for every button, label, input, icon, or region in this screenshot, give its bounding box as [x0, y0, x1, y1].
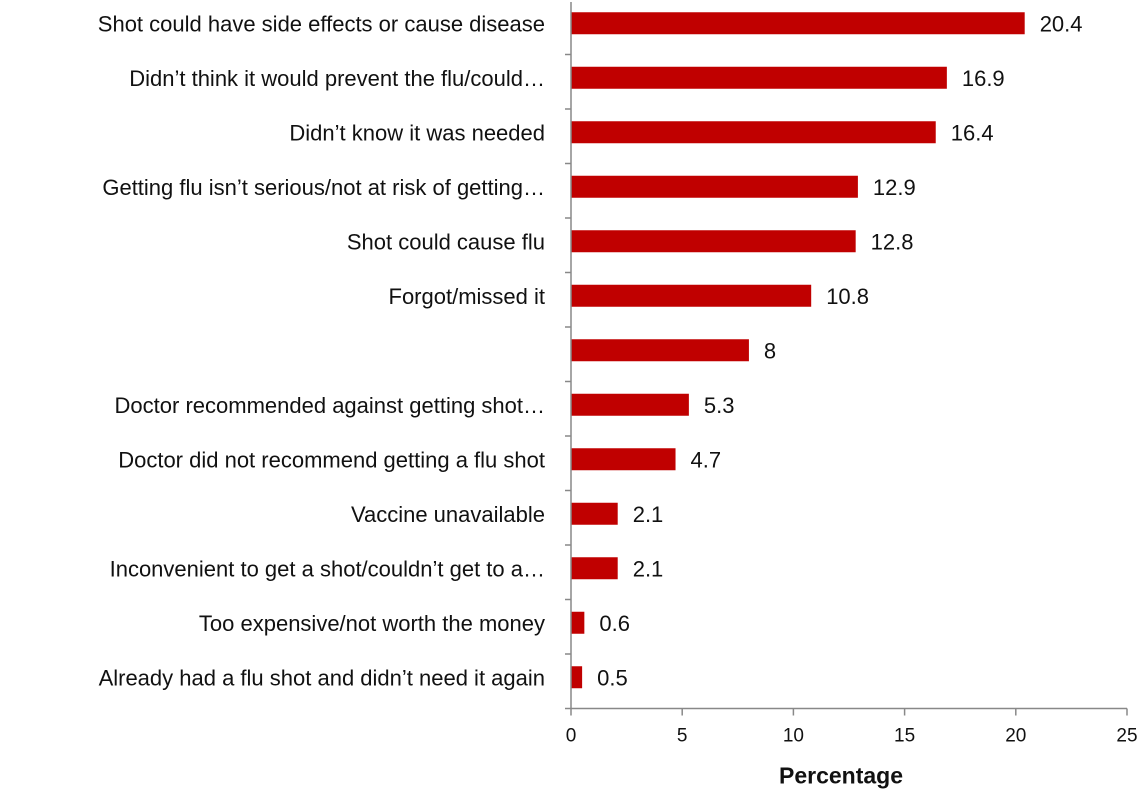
- value-label: 0.6: [599, 611, 630, 636]
- x-tick-label: 10: [783, 726, 804, 747]
- category-label: Too expensive/not worth the money: [199, 611, 545, 636]
- bar: [571, 230, 856, 253]
- category-label: Doctor recommended against getting shot…: [115, 393, 545, 418]
- value-label: 16.4: [951, 120, 994, 145]
- bar: [571, 12, 1025, 35]
- value-label: 20.4: [1040, 11, 1083, 36]
- bar: [571, 611, 585, 634]
- x-tick-label: 25: [1116, 726, 1137, 747]
- category-label: Getting flu isn’t serious/not at risk of…: [102, 175, 545, 200]
- bar: [571, 284, 812, 307]
- value-label: 12.8: [871, 229, 914, 254]
- value-label: 2.1: [633, 556, 664, 581]
- category-label: Doctor did not recommend getting a flu s…: [118, 447, 545, 472]
- bar: [571, 393, 689, 416]
- bar: [571, 557, 618, 580]
- axes-layer: [570, 2, 1127, 710]
- value-label: 4.7: [691, 447, 722, 472]
- category-label: Inconvenient to get a shot/couldn’t get …: [110, 556, 545, 581]
- bar: [571, 666, 583, 689]
- category-label: Forgot/missed it: [389, 284, 546, 309]
- bar: [571, 121, 936, 144]
- category-label: Didn’t know it was needed: [289, 120, 545, 145]
- value-label: 12.9: [873, 175, 916, 200]
- bar: [571, 502, 618, 525]
- x-tick-label: 5: [677, 726, 688, 747]
- bar: [571, 448, 676, 471]
- x-axis-ticks: 0 5 10 15 20 25: [565, 53, 1138, 747]
- category-label: Didn’t think it would prevent the flu/co…: [129, 66, 545, 91]
- category-label: Shot could cause flu: [347, 229, 545, 254]
- x-axis-title: Percentage: [779, 763, 903, 789]
- x-tick-label: 15: [894, 726, 915, 747]
- category-label: Shot could have side effects or cause di…: [98, 11, 545, 36]
- value-label: 2.1: [633, 502, 664, 527]
- value-label: 10.8: [826, 284, 869, 309]
- x-tick-label: 20: [1005, 726, 1026, 747]
- category-label: Vaccine unavailable: [351, 502, 545, 527]
- bars-layer: [571, 12, 1025, 689]
- category-label: Already had a flu shot and didn’t need i…: [99, 665, 545, 690]
- value-labels: 20.4 16.9 16.4 12.9 12.8 10.8 8 5.3 4.7 2.1 2.1 0.6…: [597, 11, 1082, 690]
- category-labels: Shot could have side effects or cause di…: [98, 11, 545, 690]
- value-label: 16.9: [962, 66, 1005, 91]
- x-tick-label: 0: [566, 726, 577, 747]
- bar: [571, 66, 947, 89]
- value-label: 5.3: [704, 393, 735, 418]
- bar: [571, 339, 749, 362]
- value-label: 0.5: [597, 665, 628, 690]
- bar: [571, 175, 858, 198]
- value-label: 8: [764, 338, 776, 363]
